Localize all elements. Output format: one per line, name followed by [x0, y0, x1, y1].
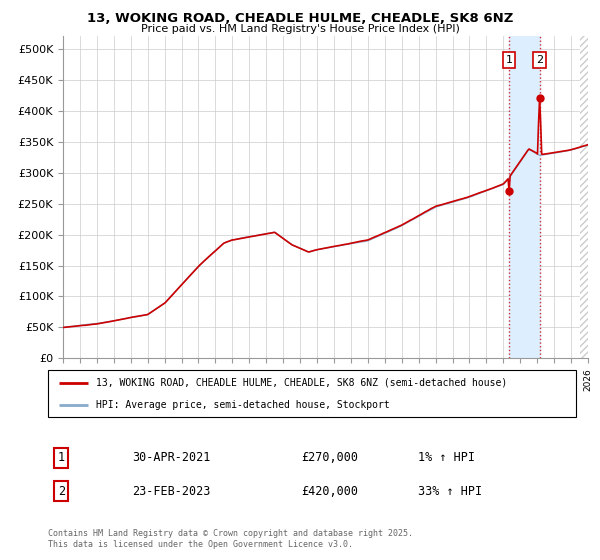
Text: 13, WOKING ROAD, CHEADLE HULME, CHEADLE, SK8 6NZ: 13, WOKING ROAD, CHEADLE HULME, CHEADLE,…: [87, 12, 513, 25]
Text: 30-APR-2021: 30-APR-2021: [133, 451, 211, 464]
Text: 2: 2: [58, 485, 65, 498]
Text: 1: 1: [58, 451, 65, 464]
Text: 1: 1: [505, 55, 512, 65]
Text: £270,000: £270,000: [301, 451, 358, 464]
Bar: [580, 36, 588, 358]
Text: HPI: Average price, semi-detached house, Stockport: HPI: Average price, semi-detached house,…: [95, 400, 389, 410]
Bar: [509, 36, 540, 358]
Text: 23-FEB-2023: 23-FEB-2023: [133, 485, 211, 498]
Text: 13, WOKING ROAD, CHEADLE HULME, CHEADLE, SK8 6NZ (semi-detached house): 13, WOKING ROAD, CHEADLE HULME, CHEADLE,…: [95, 378, 507, 388]
Text: £420,000: £420,000: [301, 485, 358, 498]
Text: 1% ↑ HPI: 1% ↑ HPI: [418, 451, 475, 464]
FancyBboxPatch shape: [48, 370, 576, 417]
Text: Price paid vs. HM Land Registry's House Price Index (HPI): Price paid vs. HM Land Registry's House …: [140, 24, 460, 34]
Text: 33% ↑ HPI: 33% ↑ HPI: [418, 485, 482, 498]
Text: 2: 2: [536, 55, 543, 65]
Bar: [580, 36, 588, 358]
Text: Contains HM Land Registry data © Crown copyright and database right 2025.
This d: Contains HM Land Registry data © Crown c…: [48, 529, 413, 549]
